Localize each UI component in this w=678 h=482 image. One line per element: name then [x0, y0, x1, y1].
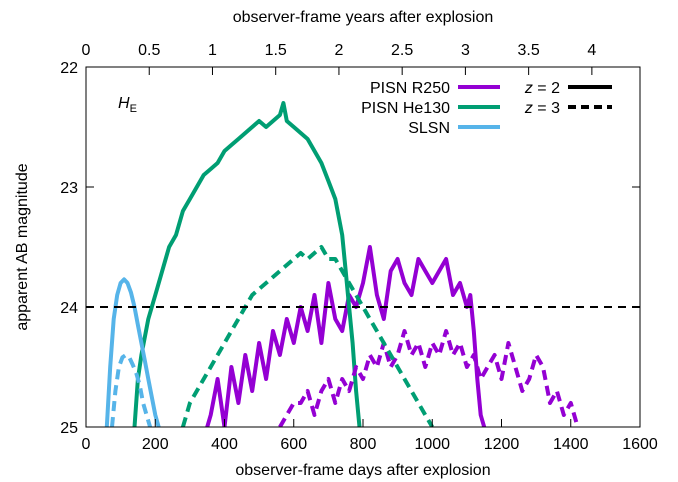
x2-tick-label: 0 — [82, 42, 91, 59]
x-tick-label: 1200 — [484, 436, 520, 453]
y-tick-label: 24 — [60, 300, 78, 317]
series-line-pisn-r250-z3 — [278, 329, 580, 427]
y-tick-label: 25 — [60, 420, 78, 437]
x2-tick-label: 4 — [587, 42, 596, 59]
x-tick-label: 0 — [82, 436, 91, 453]
x-tick-label: 1000 — [414, 436, 450, 453]
legend-z-label-1: z = 3 — [524, 100, 560, 117]
legend-label-2: SLSN — [408, 120, 450, 137]
band-annotation-main: H — [118, 95, 130, 112]
x-tick-label: 800 — [350, 436, 377, 453]
x-tick-label: 200 — [142, 436, 169, 453]
x-tick-label: 1400 — [553, 436, 589, 453]
x-tick-label: 1600 — [622, 436, 658, 453]
legend-z-value: = 3 — [533, 100, 560, 117]
y-axis-label: apparent AB magnitude — [14, 163, 31, 330]
legend-z-var: z — [524, 100, 533, 117]
x2-tick-label: 3 — [461, 42, 470, 59]
series-line-pisn-he130-z2 — [132, 101, 362, 427]
legend-z-label-0: z = 2 — [524, 80, 560, 97]
legend-label-0: PISN R250 — [370, 80, 450, 97]
x2-tick-label: 2 — [334, 42, 343, 59]
y-tick-label: 23 — [60, 180, 78, 197]
x2-tick-label: 2.5 — [391, 42, 413, 59]
x2-axis-label: observer-frame years after explosion — [233, 9, 494, 26]
legend-label-1: PISN He130 — [361, 100, 450, 117]
x2-tick-label: 1 — [208, 42, 217, 59]
x-tick-label: 600 — [280, 436, 307, 453]
axes-layer: 0 200 400 600 800 1000 1200 1400 1600 0 0.5 1 1.5 2 2.… — [60, 42, 658, 453]
series-layer — [104, 101, 580, 427]
x2-tick-label: 1.5 — [265, 42, 287, 59]
band-annotation: HE — [118, 95, 137, 115]
band-annotation-sub: E — [130, 103, 137, 115]
x2-tick-label: 3.5 — [518, 42, 540, 59]
y-tick-label: 22 — [60, 60, 78, 77]
series-line-slsn-z3 — [110, 353, 153, 427]
series-line-pisn-r250-z2 — [205, 245, 487, 427]
x2-tick-label: 0.5 — [138, 42, 160, 59]
legend-z-var: z — [524, 80, 533, 97]
x-tick-label: 400 — [211, 436, 238, 453]
series-line-pisn-he130-z3 — [180, 245, 435, 427]
x-axis-label: observer-frame days after explosion — [235, 462, 490, 479]
legend-z-value: = 2 — [533, 80, 560, 97]
